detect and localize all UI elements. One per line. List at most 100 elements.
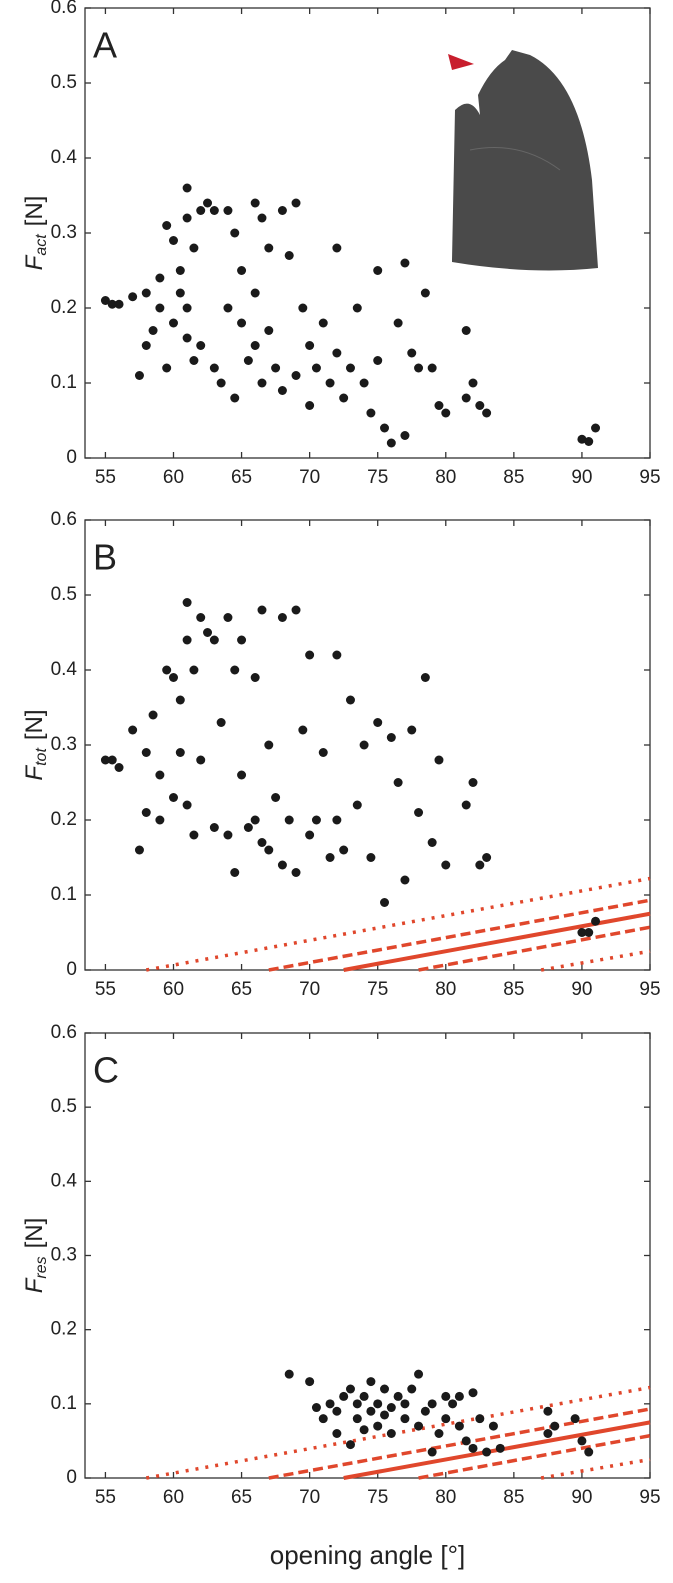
data-point xyxy=(325,853,335,862)
y-tick-label: 0.6 xyxy=(51,0,77,18)
data-point xyxy=(454,1421,464,1431)
data-point xyxy=(257,838,267,847)
fit-line xyxy=(418,925,651,972)
data-point xyxy=(237,635,247,645)
y-tick-label: 0 xyxy=(66,447,77,468)
panel-label: A xyxy=(93,25,117,66)
data-point xyxy=(373,266,383,275)
data-point xyxy=(461,393,471,403)
data-point xyxy=(237,770,247,780)
data-point xyxy=(591,916,601,926)
data-point xyxy=(264,845,274,855)
data-point xyxy=(175,695,185,705)
data-point xyxy=(359,740,369,750)
data-point xyxy=(250,673,260,682)
y-label-subscript: act xyxy=(33,234,50,256)
x-tick-label: 75 xyxy=(367,1487,388,1508)
data-point xyxy=(100,755,110,765)
data-point xyxy=(393,778,403,787)
fit-line xyxy=(145,876,651,972)
data-point xyxy=(332,1429,342,1438)
data-point xyxy=(427,363,437,373)
data-point xyxy=(196,206,206,215)
x-tick-label: 85 xyxy=(503,467,524,488)
data-point xyxy=(182,303,192,313)
data-point xyxy=(386,438,396,448)
data-point xyxy=(400,875,410,885)
data-point xyxy=(311,815,321,825)
data-point xyxy=(264,243,274,253)
data-point xyxy=(162,221,172,230)
y-tick-label: 0.1 xyxy=(51,884,77,905)
data-point xyxy=(352,1399,362,1409)
data-point xyxy=(209,206,219,215)
data-point xyxy=(386,1429,396,1438)
x-tick-label: 65 xyxy=(231,1487,252,1508)
x-tick-label: 95 xyxy=(639,979,660,1000)
data-point xyxy=(427,1399,437,1409)
data-point xyxy=(434,755,444,765)
data-point xyxy=(414,363,424,373)
x-tick-label: 75 xyxy=(367,979,388,1000)
data-point xyxy=(475,860,485,870)
data-point xyxy=(584,1447,594,1457)
x-tick-label: 85 xyxy=(503,1487,524,1508)
x-tick-label: 75 xyxy=(367,467,388,488)
data-point xyxy=(182,333,192,343)
y-tick-label: 0.4 xyxy=(51,147,78,168)
data-point xyxy=(305,830,315,840)
data-point xyxy=(298,303,308,313)
x-tick-label: 65 xyxy=(231,467,252,488)
data-point xyxy=(168,318,178,328)
y-tick-label: 0.5 xyxy=(51,72,77,93)
data-point xyxy=(339,845,349,855)
data-point xyxy=(570,1414,580,1424)
y-label-subscript: res xyxy=(33,1256,50,1278)
data-point xyxy=(155,770,165,780)
y-label-unit: [N] xyxy=(21,1218,48,1249)
y-axis-label: Fres [N] xyxy=(21,1218,50,1294)
data-point xyxy=(577,928,587,937)
y-tick-label: 0.3 xyxy=(51,734,77,755)
fit-line xyxy=(540,1457,651,1480)
data-point xyxy=(128,725,138,735)
y-tick-label: 0.4 xyxy=(51,659,78,680)
data-point xyxy=(230,228,240,238)
data-point xyxy=(373,718,383,727)
data-point xyxy=(468,378,478,388)
data-point xyxy=(461,326,471,335)
data-point xyxy=(277,386,287,395)
y-label-symbol: F xyxy=(21,765,48,781)
data-point xyxy=(591,423,601,433)
y-tick-label: 0 xyxy=(66,1467,77,1488)
fit-line xyxy=(145,1385,651,1480)
data-point xyxy=(271,793,281,802)
data-point xyxy=(468,778,478,787)
inset-image xyxy=(448,50,598,271)
y-tick-label: 0 xyxy=(66,959,77,980)
data-point xyxy=(182,598,192,607)
data-point xyxy=(134,371,144,380)
data-point xyxy=(203,198,213,208)
y-axis-label: Fact [N] xyxy=(21,196,50,271)
y-tick-label: 0.2 xyxy=(51,297,77,318)
panel-label: C xyxy=(93,1050,119,1091)
data-point xyxy=(257,213,267,223)
data-point xyxy=(577,434,587,444)
x-tick-label: 80 xyxy=(435,979,456,1000)
data-point xyxy=(373,1399,383,1409)
data-point xyxy=(305,401,315,410)
y-label-symbol: F xyxy=(21,1277,48,1293)
data-point xyxy=(400,1399,410,1409)
data-point xyxy=(305,341,315,350)
data-point xyxy=(427,1447,437,1457)
data-point xyxy=(203,628,213,637)
data-point xyxy=(175,748,185,757)
fit-line xyxy=(418,1433,651,1480)
data-point xyxy=(584,928,594,937)
data-point xyxy=(155,815,165,825)
data-point xyxy=(162,665,172,675)
data-point xyxy=(407,348,417,358)
fit-line xyxy=(268,1407,651,1480)
